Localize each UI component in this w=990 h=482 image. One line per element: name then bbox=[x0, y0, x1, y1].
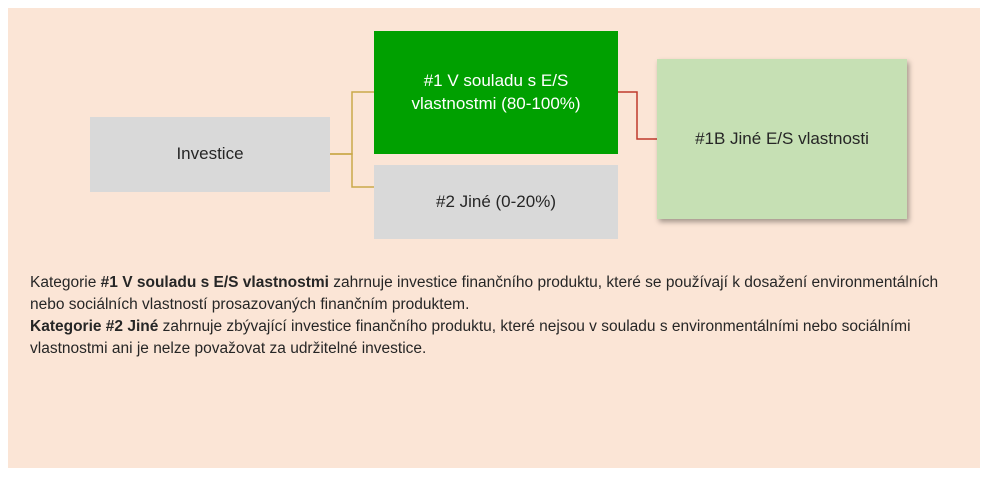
connector bbox=[330, 91, 374, 155]
node: #2 Jiné (0-20%) bbox=[374, 165, 618, 239]
text: zahrnuje investice finančního produktu, … bbox=[30, 274, 943, 313]
paragraph: Kategorie #1 V souladu s E/S vlastnostmi… bbox=[30, 272, 960, 316]
connector bbox=[330, 153, 374, 188]
node: Investice bbox=[90, 117, 330, 192]
description: Kategorie #1 V souladu s E/S vlastnostmi… bbox=[30, 272, 960, 360]
paragraph: Kategorie #2 Jiné zahrnuje zbývající inv… bbox=[30, 316, 960, 360]
node: #1B Jiné E/S vlastnosti bbox=[657, 59, 907, 219]
node: #1 V souladu s E/S vlastnostmi (80-100%) bbox=[374, 31, 618, 154]
bold-text: Kategorie #2 Jiné bbox=[30, 318, 159, 335]
text: Kategorie bbox=[30, 274, 101, 291]
bold-text: #1 V souladu s E/S vlastnostmi bbox=[100, 274, 329, 291]
node-label: Investice bbox=[176, 144, 244, 164]
node-label: vlastnostmi (80-100%) bbox=[411, 93, 581, 113]
node-label: #1B Jiné E/S vlastnosti bbox=[695, 128, 869, 148]
connector bbox=[618, 91, 657, 140]
node-label: #2 Jiné (0-20%) bbox=[435, 191, 556, 211]
node-label: #1 V souladu s E/S bbox=[423, 70, 569, 90]
text: zahrnuje zbývající investice finančního … bbox=[30, 318, 915, 357]
